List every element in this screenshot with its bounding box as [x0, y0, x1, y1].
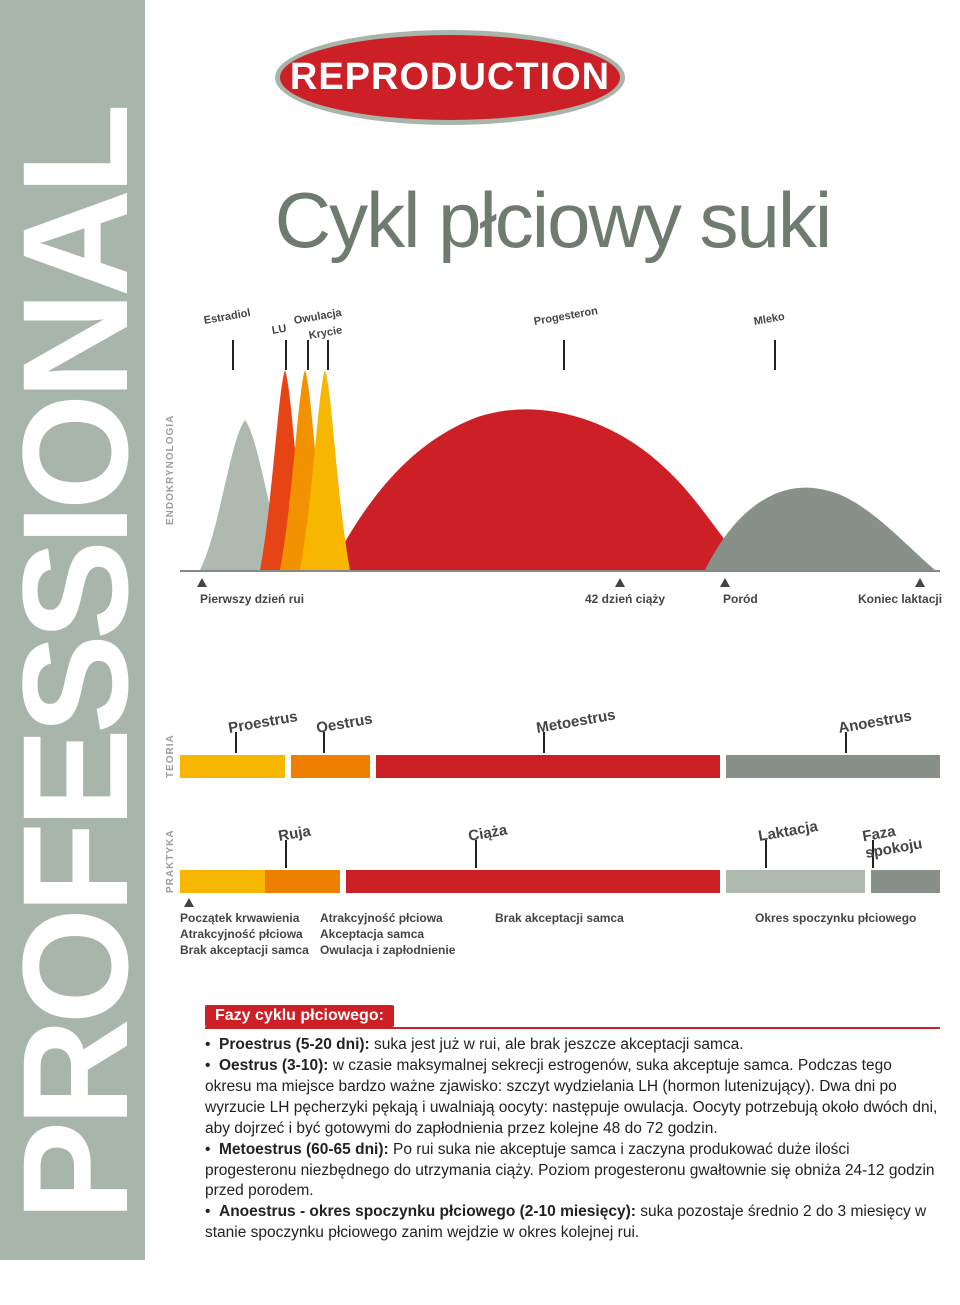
phase-bar: [871, 870, 940, 893]
lu-leader: [285, 340, 287, 370]
phase-desc: Początek krwawieniaAtrakcyjność płciowaB…: [180, 910, 309, 959]
text-header: Fazy cyklu płciowego:: [205, 1005, 394, 1027]
xtick-marker: [720, 578, 730, 587]
phase-label: Faza spokoju: [861, 812, 958, 862]
text-item: •Anoestrus - okres spoczynku płciowego (…: [205, 1202, 940, 1244]
desc-marker: [184, 898, 194, 907]
phase-label: Metoestrus: [535, 706, 617, 737]
xtick-marker: [615, 578, 625, 587]
phase-bar: [726, 870, 865, 893]
phase-label: Anoestrus: [837, 707, 913, 737]
phase-leader: [285, 840, 287, 868]
hormone-chart: [145, 0, 960, 600]
krycie-leader: [327, 340, 329, 370]
sidebar: PROFESSIONAL: [0, 0, 145, 1260]
estradiol-leader: [232, 340, 234, 370]
sidebar-title: PROFESSIONAL: [0, 35, 150, 1295]
phase-desc: Brak akceptacji samca: [495, 910, 624, 926]
lu-label: LU: [271, 323, 288, 337]
phase-label: Proestrus: [227, 708, 299, 737]
header-rule: [205, 1027, 940, 1029]
phase-bar: [180, 870, 265, 893]
phase-label: Laktacja: [757, 818, 819, 845]
xtick-label: 42 dzień ciąży: [585, 592, 665, 606]
text-item: •Metoestrus (60-65 dni): Po rui suka nie…: [205, 1140, 940, 1203]
xtick-marker: [197, 578, 207, 587]
phase-bar: [180, 755, 285, 778]
text-item: •Proestrus (5-20 dni): suka jest już w r…: [205, 1035, 940, 1056]
phase-label: Oestrus: [315, 710, 374, 737]
phase-label: Ciąża: [467, 821, 509, 845]
phase-bar: [376, 755, 720, 778]
text-item: •Oestrus (3-10): w czasie maksymalnej se…: [205, 1056, 940, 1140]
mleko-curve: [705, 488, 935, 570]
mleko-leader: [774, 340, 776, 370]
content: REPRODUCTION Cykl płciowy suki ENDOKRYNO…: [145, 0, 960, 1305]
phase-bar: [346, 870, 720, 893]
phase-bar: [726, 755, 940, 778]
progesteron-curve: [330, 409, 750, 570]
xtick-label: Poród: [723, 592, 758, 606]
phase-desc: Atrakcyjność płciowaAkceptacja samcaOwul…: [320, 910, 455, 959]
body-text: •Proestrus (5-20 dni): suka jest już w r…: [205, 1035, 940, 1244]
phase-label: Ruja: [277, 823, 312, 845]
phase-leader: [765, 840, 767, 868]
vaxis-teoria: TEORIA: [165, 734, 176, 778]
xtick-label: Pierwszy dzień rui: [200, 592, 304, 606]
progesteron-leader: [563, 340, 565, 370]
owulacja-leader: [307, 340, 309, 370]
phase-bar: [265, 870, 340, 893]
vaxis-praktyka: PRAKTYKA: [165, 829, 176, 893]
phase-leader: [475, 840, 477, 868]
phase-bar: [291, 755, 370, 778]
phases-text: Fazy cyklu płciowego: •Proestrus (5-20 d…: [205, 1005, 940, 1244]
phase-desc: Okres spoczynku płciowego: [755, 910, 916, 926]
xtick-label: Koniec laktacji: [858, 592, 942, 606]
chart-baseline: [180, 570, 940, 572]
xtick-marker: [915, 578, 925, 587]
